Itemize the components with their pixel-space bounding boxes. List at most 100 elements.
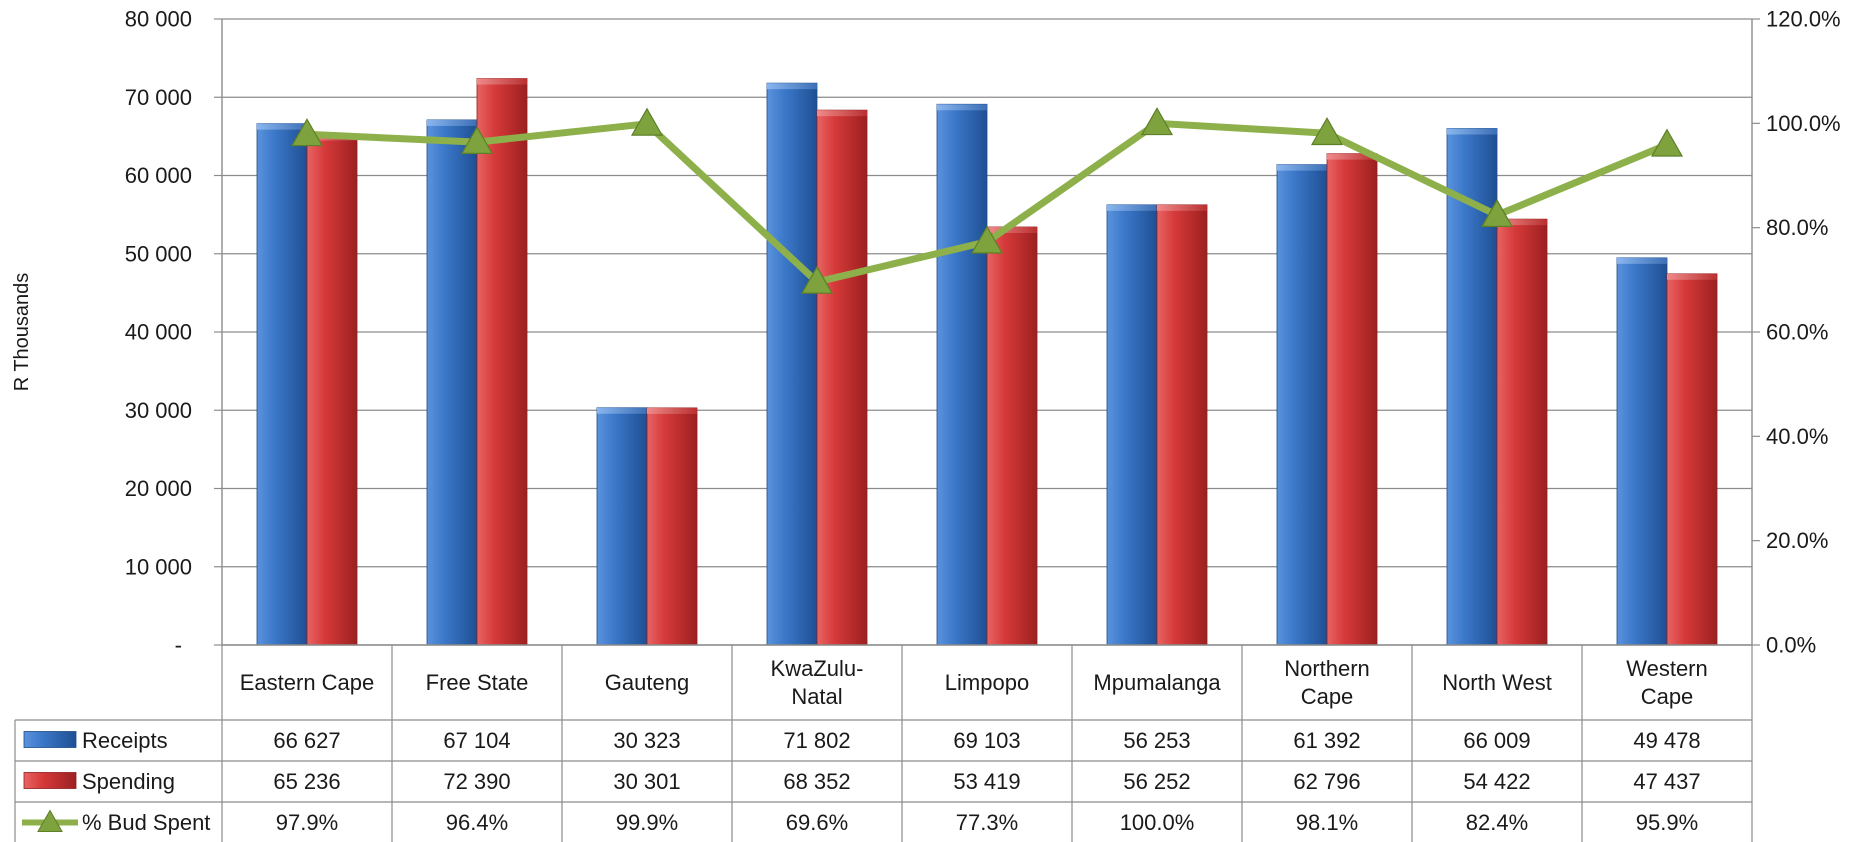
spending-bar-cap xyxy=(1157,204,1207,211)
y-tick-label: 20 000 xyxy=(125,476,192,501)
receipts-bar-cap xyxy=(597,407,647,414)
spending-bar xyxy=(1666,273,1718,646)
spending-bar-cap xyxy=(647,407,697,414)
y2-tick-label: 20.0% xyxy=(1766,528,1828,553)
spending-legend-key xyxy=(23,772,77,789)
y2-tick-label: 100.0% xyxy=(1766,111,1841,136)
spending-bar-cap xyxy=(1497,219,1547,226)
y-axis-title: R Thousands xyxy=(11,273,33,392)
receipts-bar-cap xyxy=(257,123,307,130)
y2-tick-label: 60.0% xyxy=(1766,320,1828,345)
spending-bar-cap xyxy=(1327,153,1377,160)
y-tick-label: 40 000 xyxy=(125,320,192,345)
y-tick-label: 70 000 xyxy=(125,85,192,110)
y-tick-label: 60 000 xyxy=(125,163,192,188)
y2-tick-label: 0.0% xyxy=(1766,633,1816,658)
y2-tick-label: 80.0% xyxy=(1766,215,1828,240)
spending-bar-cap xyxy=(1667,273,1717,280)
spending-bar xyxy=(816,109,868,646)
receipts-bar xyxy=(766,82,818,646)
spending-bar-cap xyxy=(987,226,1037,233)
percent-marker xyxy=(1310,117,1344,146)
receipts-bar-cap xyxy=(1107,204,1157,211)
bars xyxy=(256,78,1718,646)
spending-bar xyxy=(1326,153,1378,646)
receipts-bar xyxy=(596,407,648,646)
data-value: 69.6% xyxy=(786,810,848,835)
data-value: 61 392 xyxy=(1293,728,1360,753)
data-value: 82.4% xyxy=(1466,810,1528,835)
category-label: Natal xyxy=(791,684,842,709)
spending-bar xyxy=(1496,218,1548,646)
receipts-bar-cap xyxy=(427,119,477,126)
percent-line xyxy=(290,107,1684,294)
data-value: 30 301 xyxy=(613,769,680,794)
data-value: 66 009 xyxy=(1463,728,1530,753)
data-value: 98.1% xyxy=(1296,810,1358,835)
receipts-bar-cap xyxy=(767,83,817,90)
spending-bar-cap xyxy=(817,110,867,117)
data-value: 95.9% xyxy=(1636,810,1698,835)
series-name: Receipts xyxy=(82,728,168,753)
series-name: Spending xyxy=(82,769,175,794)
category-label: Limpopo xyxy=(945,670,1029,695)
data-value: 97.9% xyxy=(276,810,338,835)
y-tick-label: 30 000 xyxy=(125,398,192,423)
receipts-bar-cap xyxy=(1617,257,1667,264)
data-value: 56 252 xyxy=(1123,769,1190,794)
data-value: 53 419 xyxy=(953,769,1020,794)
category-label: Cape xyxy=(1301,684,1354,709)
receipts-bar-cap xyxy=(937,104,987,111)
receipts-bar xyxy=(1276,164,1328,646)
data-value: 49 478 xyxy=(1633,728,1700,753)
percent-marker xyxy=(630,107,664,136)
data-value: 68 352 xyxy=(783,769,850,794)
spending-bar-cap xyxy=(477,78,527,85)
category-label: Western xyxy=(1626,656,1708,681)
receipts-bar-cap xyxy=(1447,128,1497,135)
data-value: 30 323 xyxy=(613,728,680,753)
data-value: 66 627 xyxy=(273,728,340,753)
data-value: 100.0% xyxy=(1120,810,1195,835)
data-value: 56 253 xyxy=(1123,728,1190,753)
data-value: 99.9% xyxy=(616,810,678,835)
y-tick-label: 50 000 xyxy=(125,241,192,266)
data-value: 71 802 xyxy=(783,728,850,753)
series-name: % Bud Spent xyxy=(82,810,210,835)
data-value: 54 422 xyxy=(1463,769,1530,794)
category-label: Eastern Cape xyxy=(240,670,375,695)
category-label: KwaZulu- xyxy=(771,656,864,681)
percent-marker xyxy=(1140,107,1174,136)
percent-marker xyxy=(1480,198,1514,227)
category-label: North West xyxy=(1442,670,1552,695)
category-label: Cape xyxy=(1641,684,1694,709)
category-label: Gauteng xyxy=(605,670,689,695)
receipts-bar-cap xyxy=(1277,164,1327,171)
data-value: 69 103 xyxy=(953,728,1020,753)
data-value: 65 236 xyxy=(273,769,340,794)
category-label: Mpumalanga xyxy=(1093,670,1221,695)
data-value: 62 796 xyxy=(1293,769,1360,794)
data-value: 67 104 xyxy=(443,728,510,753)
y-tick-label: - xyxy=(175,633,182,658)
data-table: Eastern Cape Free State Gauteng KwaZulu- Nat… xyxy=(14,644,1753,842)
spending-bar xyxy=(646,407,698,646)
receipts-bar xyxy=(426,119,478,646)
spending-bar xyxy=(306,134,358,646)
data-value: 96.4% xyxy=(446,810,508,835)
percent-marker xyxy=(970,225,1004,254)
axes: - 10 000 20 000 30 000 40 000 50 000 60 000 70 … xyxy=(11,7,1841,658)
percent-legend-marker xyxy=(37,809,63,832)
receipts-bar xyxy=(1106,204,1158,646)
y-tick-label: 10 000 xyxy=(125,554,192,579)
category-label: Northern xyxy=(1284,656,1370,681)
y2-tick-label: 120.0% xyxy=(1766,7,1841,32)
spending-bar xyxy=(476,78,528,646)
spending-bar xyxy=(1156,204,1208,646)
receipts-bar xyxy=(256,123,308,646)
category-label: Free State xyxy=(426,670,529,695)
data-value: 47 437 xyxy=(1633,769,1700,794)
y2-tick-label: 40.0% xyxy=(1766,424,1828,449)
data-value: 77.3% xyxy=(956,810,1018,835)
spending-bar xyxy=(986,226,1038,646)
